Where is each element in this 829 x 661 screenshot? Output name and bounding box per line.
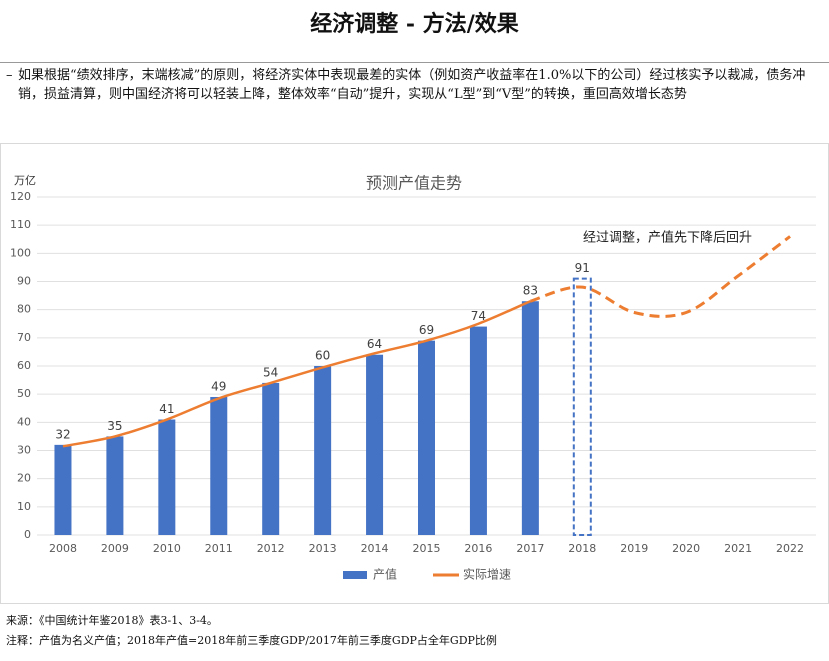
- x-tick-label: 2009: [101, 542, 129, 555]
- line: [62, 300, 531, 448]
- x-tick-label: 2013: [309, 542, 337, 555]
- y-tick-label: 40: [17, 415, 31, 428]
- divider: [0, 62, 829, 63]
- source: 来源：《中国统计年鉴2018》表3-1、3-4。: [6, 614, 218, 627]
- data-label: 91: [575, 261, 590, 275]
- bar: [366, 354, 384, 535]
- x-tick-label: 2019: [620, 542, 648, 555]
- data-label: 64: [367, 337, 382, 351]
- legend-label: 产值: [373, 567, 397, 582]
- x-tick-label: 2017: [516, 542, 544, 555]
- y-tick-label: 10: [17, 500, 31, 513]
- x-tick-label: 2012: [257, 542, 285, 555]
- bar: [106, 436, 124, 535]
- bar: [469, 326, 487, 535]
- y-tick-label: 70: [17, 331, 31, 344]
- data-label: 83: [523, 284, 538, 298]
- data-label: 32: [55, 427, 70, 441]
- y-tick-label: 30: [17, 444, 31, 457]
- legend-label: 实际增速: [463, 567, 511, 582]
- y-tick-label: 100: [10, 246, 31, 259]
- note: 注释：产值为名义产值；2018年产值=2018年前三季度GDP/2017年前三季…: [6, 634, 497, 647]
- forecast-line: [529, 235, 791, 318]
- bar: [54, 444, 72, 535]
- x-tick-label: 2021: [724, 542, 752, 555]
- y-tick-label: 90: [17, 275, 31, 288]
- x-tick-label: 2018: [568, 542, 596, 555]
- legend-swatch: [343, 571, 367, 579]
- x-tick-label: 2011: [205, 542, 233, 555]
- y-tick-label: 0: [24, 528, 31, 541]
- bar: [572, 277, 592, 537]
- data-label: 69: [419, 323, 434, 337]
- bar: [158, 419, 176, 535]
- data-label: 60: [315, 349, 330, 363]
- data-label: 35: [107, 419, 122, 433]
- chart-title: 预测产值走势: [366, 174, 462, 193]
- bar: [314, 366, 332, 535]
- bar: [262, 382, 280, 535]
- x-tick-label: 2016: [464, 542, 492, 555]
- x-tick-label: 2020: [672, 542, 700, 555]
- x-tick-label: 2022: [776, 542, 804, 555]
- data-label: 41: [159, 402, 174, 416]
- x-tick-label: 2010: [153, 542, 181, 555]
- y-tick-label: 80: [17, 303, 31, 316]
- y-tick-label: 60: [17, 359, 31, 372]
- data-label: 74: [471, 309, 486, 323]
- x-tick-label: 2008: [49, 542, 77, 555]
- y-tick-label: 120: [10, 190, 31, 203]
- chart: 预测产值走势 万亿 0 10 20 30 40 50 60 70 80 90 100 110 120 20…: [0, 143, 829, 604]
- paragraph: 如果根据“绩效排序，末端核减”的原则，将经济实体中表现最差的实体（例如资产收益率…: [6, 66, 818, 104]
- bar: [210, 396, 228, 535]
- annotation: 经过调整，产值先下降后回升: [583, 230, 752, 246]
- x-tick-label: 2015: [413, 542, 441, 555]
- y-unit: 万亿: [14, 174, 36, 187]
- y-tick-label: 50: [17, 387, 31, 400]
- bar: [521, 301, 539, 535]
- page-title: 经济调整 - 方法/效果: [310, 11, 519, 37]
- data-label: 54: [263, 365, 278, 379]
- data-label: 49: [211, 379, 226, 393]
- y-tick-label: 20: [17, 472, 31, 485]
- bar: [418, 340, 435, 535]
- x-tick-label: 2014: [361, 542, 389, 555]
- y-tick-label: 110: [10, 218, 31, 231]
